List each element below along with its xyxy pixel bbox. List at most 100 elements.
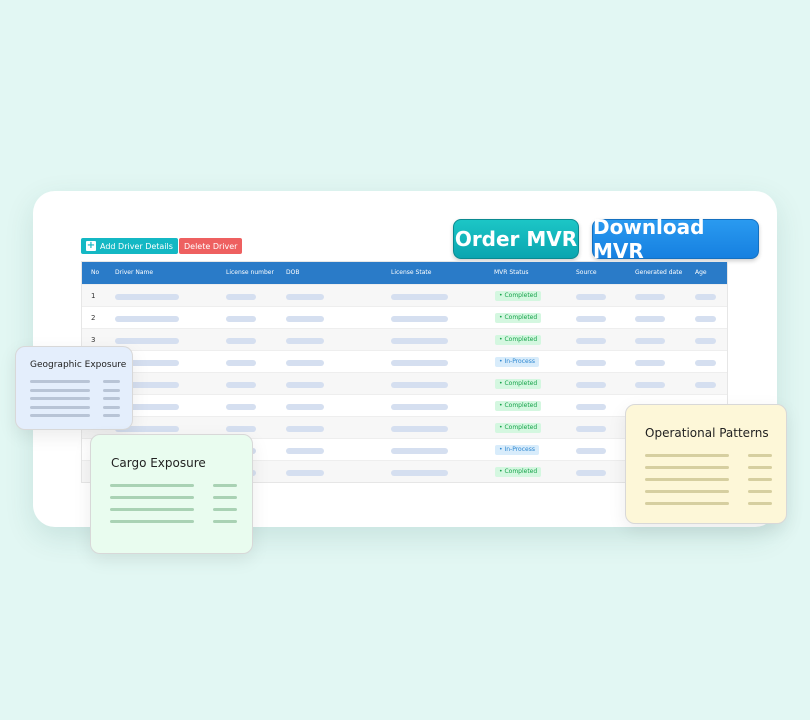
- placeholder-line: [748, 454, 772, 457]
- placeholder-line: [110, 520, 194, 523]
- column-header[interactable]: Source: [576, 269, 597, 276]
- operational-patterns-card: Operational Patterns: [625, 404, 787, 524]
- placeholder-bar: [226, 338, 256, 344]
- status-badge: • In-Process: [495, 445, 539, 455]
- placeholder-bar: [576, 470, 606, 476]
- row-number: 1: [91, 292, 96, 300]
- status-text: Completed: [504, 468, 538, 475]
- placeholder-bar: [226, 316, 256, 322]
- column-header[interactable]: No: [91, 269, 100, 276]
- column-header[interactable]: Age: [695, 269, 707, 276]
- placeholder-bar: [286, 404, 324, 410]
- placeholder-bar: [115, 404, 179, 410]
- placeholder-bar: [576, 382, 606, 388]
- column-header[interactable]: DOB: [286, 269, 300, 276]
- column-header[interactable]: License State: [391, 269, 432, 276]
- placeholder-line: [103, 414, 120, 417]
- status-badge: • In-Process: [495, 357, 539, 367]
- status-text: Completed: [504, 424, 538, 431]
- status-badge: • Completed: [495, 467, 542, 477]
- placeholder-bar: [391, 338, 448, 344]
- table-row[interactable]: • In-Process: [82, 350, 727, 372]
- status-badge: • Completed: [495, 379, 542, 389]
- status-badge: • Completed: [495, 401, 542, 411]
- placeholder-line: [103, 388, 120, 392]
- column-header[interactable]: Generated date: [635, 269, 683, 276]
- placeholder-line: [645, 466, 729, 469]
- column-header[interactable]: MVR Status: [494, 269, 529, 276]
- delete-driver-button[interactable]: Delete Driver: [179, 238, 243, 254]
- placeholder-bar: [226, 294, 256, 300]
- placeholder-bar: [695, 338, 716, 344]
- row-number: 3: [91, 336, 96, 344]
- status-text: In-Process: [504, 446, 535, 453]
- placeholder-line: [748, 478, 772, 481]
- order-mvr-button[interactable]: Order MVR: [453, 219, 579, 259]
- placeholder-bar: [115, 316, 179, 322]
- placeholder-bar: [695, 360, 716, 366]
- placeholder-bar: [226, 382, 256, 388]
- placeholder-bar: [286, 294, 324, 300]
- placeholder-bar: [391, 294, 448, 300]
- placeholder-line: [748, 502, 772, 505]
- placeholder-bar: [286, 338, 324, 344]
- placeholder-line: [110, 496, 194, 499]
- placeholder-bar: [286, 470, 324, 476]
- placeholder-bar: [115, 360, 179, 366]
- placeholder-bar: [576, 360, 606, 366]
- placeholder-bar: [115, 294, 179, 300]
- card-title: Cargo Exposure: [111, 456, 206, 470]
- placeholder-bar: [286, 426, 324, 432]
- status-text: Completed: [504, 380, 538, 387]
- placeholder-line: [645, 454, 729, 457]
- status-text: Completed: [504, 336, 538, 343]
- placeholder-line: [110, 484, 194, 487]
- placeholder-bar: [286, 360, 324, 366]
- placeholder-line: [30, 405, 90, 409]
- row-number: 2: [91, 314, 96, 322]
- placeholder-bar: [576, 448, 606, 454]
- placeholder-line: [748, 466, 772, 469]
- status-text: Completed: [504, 314, 538, 321]
- add-driver-button[interactable]: + Add Driver Details: [81, 238, 178, 254]
- placeholder-line: [645, 478, 729, 481]
- placeholder-bar: [635, 294, 665, 300]
- placeholder-bar: [695, 294, 716, 300]
- status-badge: • Completed: [495, 313, 542, 323]
- status-text: Completed: [504, 292, 538, 299]
- placeholder-bar: [635, 316, 665, 322]
- placeholder-line: [645, 502, 729, 505]
- placeholder-bar: [576, 316, 606, 322]
- placeholder-bar: [391, 470, 448, 476]
- placeholder-line: [103, 380, 120, 383]
- table-row[interactable]: • Completed: [82, 372, 727, 394]
- placeholder-bar: [635, 382, 665, 388]
- placeholder-bar: [286, 316, 324, 322]
- status-badge: • Completed: [495, 423, 542, 433]
- table-row[interactable]: 3 • Completed: [82, 328, 727, 350]
- placeholder-line: [30, 388, 90, 392]
- placeholder-bar: [391, 360, 448, 366]
- placeholder-bar: [115, 338, 179, 344]
- placeholder-line: [213, 484, 237, 487]
- placeholder-bar: [391, 426, 448, 432]
- placeholder-line: [748, 490, 772, 493]
- table-row[interactable]: 2 • Completed: [82, 306, 727, 328]
- add-driver-label: Add Driver Details: [100, 241, 173, 251]
- placeholder-line: [103, 405, 120, 409]
- plus-icon: +: [86, 240, 96, 251]
- placeholder-bar: [115, 426, 179, 432]
- placeholder-line: [30, 380, 90, 383]
- placeholder-bar: [695, 382, 716, 388]
- placeholder-line: [30, 414, 90, 417]
- placeholder-bar: [576, 338, 606, 344]
- status-text: Completed: [504, 402, 538, 409]
- column-header[interactable]: License number: [226, 269, 274, 276]
- placeholder-bar: [226, 360, 256, 366]
- placeholder-line: [213, 496, 237, 499]
- table-row[interactable]: 1 • Completed: [82, 284, 727, 306]
- card-title: Operational Patterns: [645, 426, 769, 440]
- placeholder-bar: [226, 426, 256, 432]
- download-mvr-button[interactable]: Download MVR: [592, 215, 759, 263]
- column-header[interactable]: Driver Name: [115, 269, 154, 276]
